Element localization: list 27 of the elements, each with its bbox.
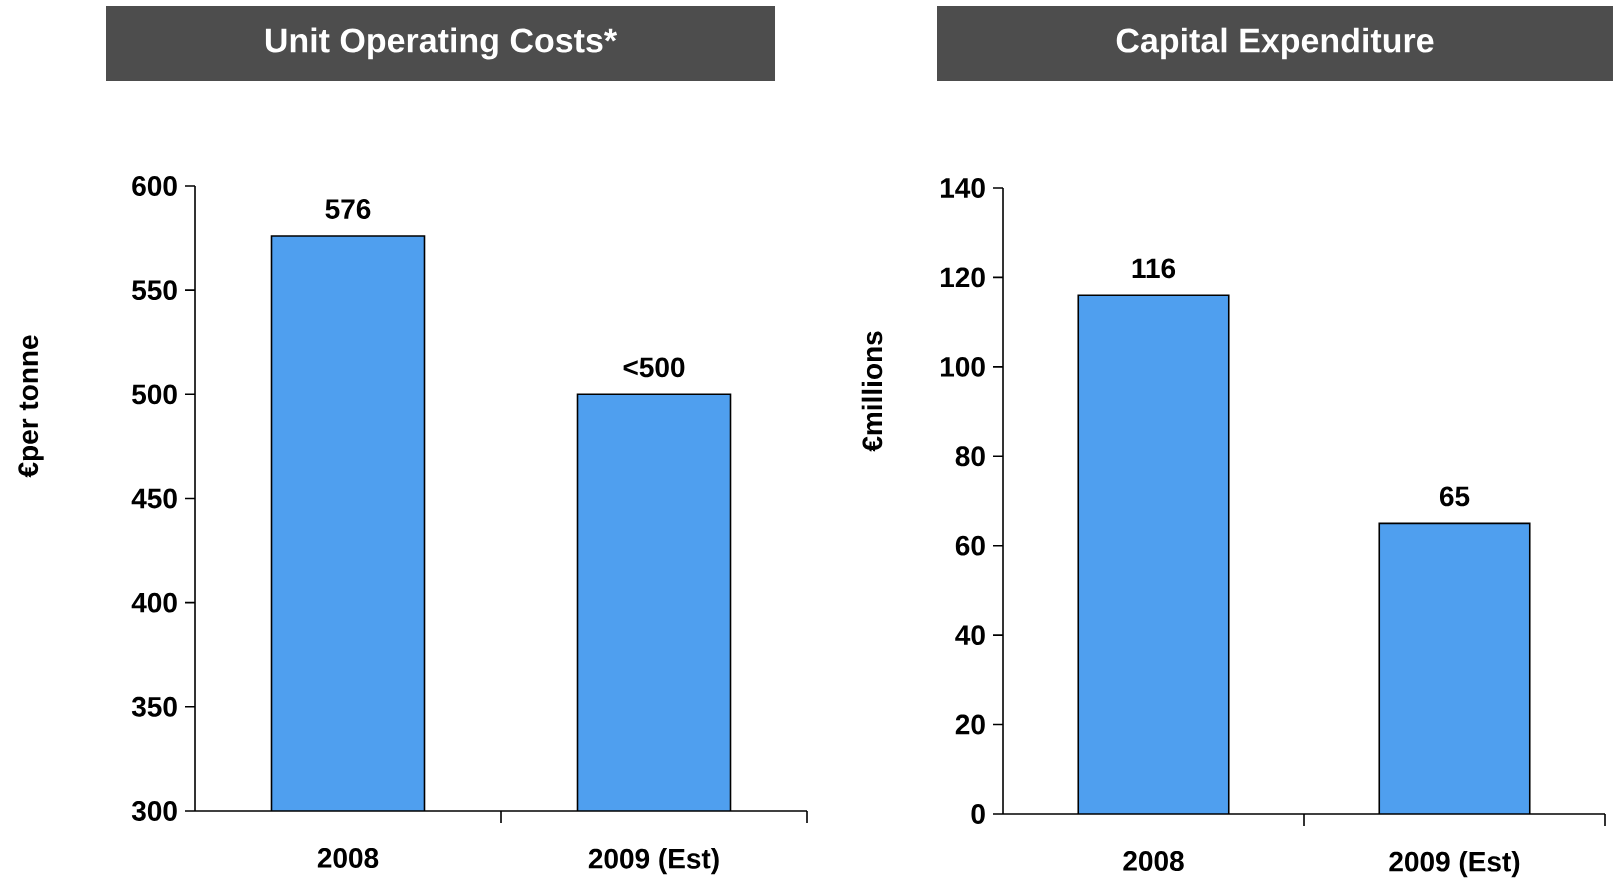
y-tick-label: 450 <box>131 488 177 509</box>
y-tick-label: 100 <box>940 356 985 377</box>
x-tick-label: 2009 (Est) <box>1389 851 1520 878</box>
y-tick-label: 120 <box>940 267 985 288</box>
y-tick-label: 80 <box>955 446 985 467</box>
y-tick-label: 500 <box>132 384 177 405</box>
y-tick-label: 0 <box>971 804 985 824</box>
y-tick-label: 550 <box>132 280 177 301</box>
chart-title: Capital Expenditure <box>1116 27 1434 60</box>
y-tick-label: 350 <box>131 696 177 717</box>
x-tick-label: 2008 <box>317 848 379 868</box>
y-tick-label: 40 <box>955 625 985 646</box>
y-tick-label: 140 <box>940 178 985 198</box>
y-axis-title: €millions <box>861 331 883 452</box>
y-axis-title: €per tonne <box>18 335 44 478</box>
y-tick-label: 400 <box>131 592 177 613</box>
data-label: 576 <box>325 199 371 219</box>
y-tick-label: 20 <box>955 714 985 735</box>
x-tick-label: 2009 (Est) <box>588 848 719 875</box>
data-label: 65 <box>1439 486 1470 507</box>
x-tick-label: 2008 <box>1123 851 1184 871</box>
y-tick-label: 600 <box>132 176 177 196</box>
data-label: <500 <box>623 357 685 378</box>
data-label: 116 <box>1132 258 1176 279</box>
chart-title: Unit Operating Costs* <box>265 27 618 60</box>
y-tick-label: 300 <box>131 801 177 821</box>
y-tick-label: 60 <box>955 535 985 556</box>
